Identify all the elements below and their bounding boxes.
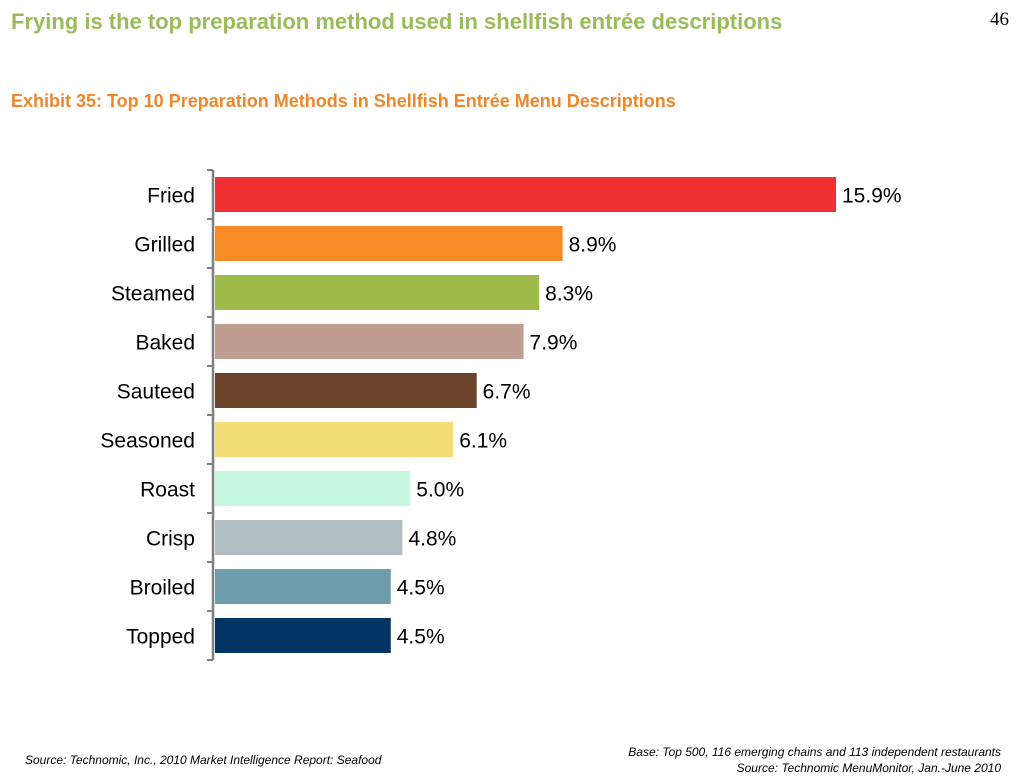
value-label: 6.1% xyxy=(459,430,507,453)
bar-crisp xyxy=(215,520,403,555)
footer-notes: Base: Top 500, 116 emerging chains and 1… xyxy=(628,744,1001,776)
category-label: Baked xyxy=(135,332,195,355)
category-label: Fried xyxy=(147,185,195,208)
category-label: Crisp xyxy=(146,528,195,551)
page-number: 46 xyxy=(990,9,1009,30)
footer-source: Source: Technomic, Inc., 2010 Market Int… xyxy=(25,753,382,767)
value-label: 7.9% xyxy=(530,332,578,355)
value-label: 6.7% xyxy=(483,381,531,404)
value-label: 8.9% xyxy=(569,234,617,257)
bar-topped xyxy=(215,618,391,653)
bar-broiled xyxy=(215,569,391,604)
bar-steamed xyxy=(215,275,540,310)
category-label: Seasoned xyxy=(100,430,195,453)
footer-base-note: Base: Top 500, 116 emerging chains and 1… xyxy=(628,745,1001,759)
bar-chart: Fried 15.9% Grilled 8.9% Steamed 8.3% Baked 7.9… xyxy=(100,169,902,661)
category-label: Roast xyxy=(140,479,195,502)
value-label: 8.3% xyxy=(545,283,593,306)
bar-grilled xyxy=(215,226,563,261)
bar-roast xyxy=(215,471,411,506)
value-label: 15.9% xyxy=(842,185,902,208)
value-label: 4.5% xyxy=(397,626,445,649)
category-label: Sauteed xyxy=(117,381,195,404)
value-label: 4.8% xyxy=(408,528,456,551)
bar-sauteed xyxy=(215,373,477,408)
category-label: Steamed xyxy=(111,283,195,306)
bar-fried xyxy=(215,177,836,212)
value-label: 5.0% xyxy=(416,479,464,502)
value-label: 4.5% xyxy=(397,577,445,600)
bar-seasoned xyxy=(215,422,454,457)
category-label: Grilled xyxy=(134,234,195,257)
chart-title: Exhibit 35: Top 10 Preparation Methods i… xyxy=(11,91,676,111)
category-label: Broiled xyxy=(130,577,195,600)
bar-baked xyxy=(215,324,524,359)
category-label: Topped xyxy=(126,626,195,649)
slide-headline: Frying is the top preparation method use… xyxy=(11,9,783,34)
footer-source-right: Source: Technomic MenuMonitor, Jan.-June… xyxy=(736,761,1001,775)
